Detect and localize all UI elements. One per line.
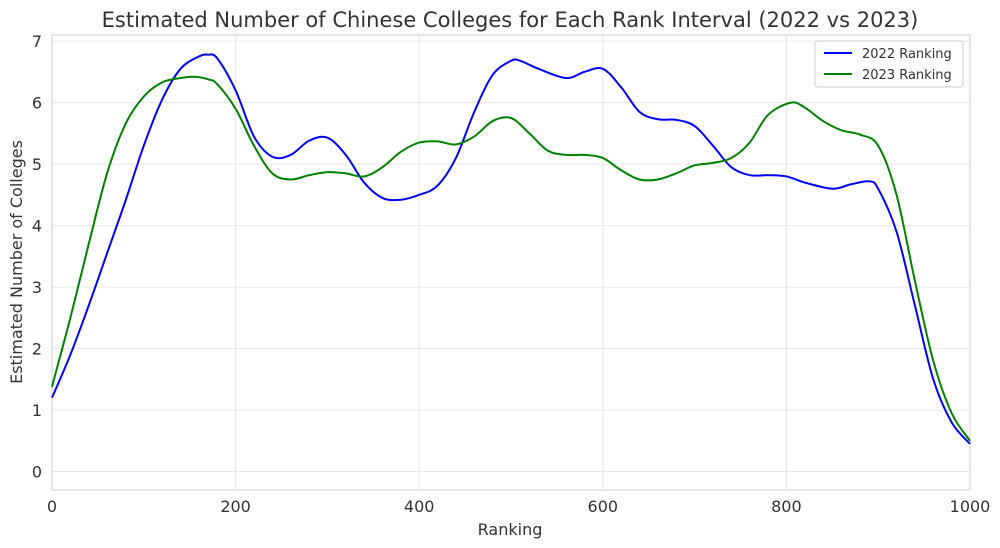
legend-label-2022: 2022 Ranking	[862, 47, 952, 62]
grid	[51, 35, 971, 490]
y-tick-label: 6	[32, 94, 42, 113]
x-tick-label: 1000	[950, 497, 991, 516]
x-tick-label: 400	[404, 497, 435, 516]
y-axis-title: Estimated Number of Colleges	[7, 140, 26, 384]
x-tick-label: 600	[588, 497, 619, 516]
chart-title: Estimated Number of Chinese Colleges for…	[102, 8, 919, 32]
plot-frame	[51, 34, 971, 491]
series-layer	[51, 53, 971, 445]
y-tick-label: 3	[32, 278, 42, 297]
x-axis-title: Ranking	[478, 520, 543, 539]
series-line-2023	[51, 75, 971, 442]
x-tick-label: 800	[771, 497, 802, 516]
y-tick-label: 7	[32, 32, 42, 51]
tick-labels: 0 200 400 600 800 1000 0 1 2 3 4 5 6 7	[32, 32, 991, 516]
legend-label-2023: 2023 Ranking	[862, 68, 952, 83]
y-tick-label: 4	[32, 217, 42, 236]
x-tick-label: 0	[47, 497, 57, 516]
y-tick-label: 0	[32, 463, 42, 482]
series-line-2022	[51, 53, 971, 445]
y-tick-label: 2	[32, 340, 42, 359]
y-tick-label: 5	[32, 155, 42, 174]
x-tick-label: 200	[220, 497, 251, 516]
y-tick-label: 1	[32, 401, 42, 420]
legend: 2022 Ranking 2023 Ranking	[814, 40, 964, 88]
